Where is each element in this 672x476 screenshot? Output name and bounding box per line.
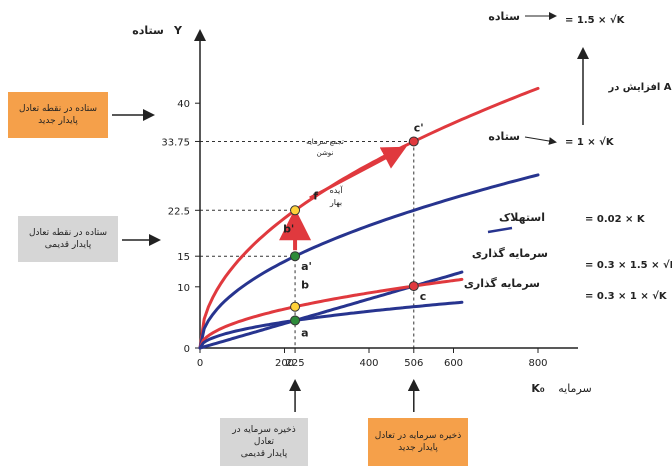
series-name-label: سرمایه گذاری bbox=[464, 277, 540, 290]
point-marker bbox=[290, 315, 301, 326]
series-curve-1 bbox=[198, 173, 540, 350]
series-formula-label: = 1.5 × √K bbox=[565, 14, 626, 26]
y-tick-label: 22.5 bbox=[168, 206, 190, 217]
series-name-label: استهلاک bbox=[499, 211, 545, 224]
series-formula-label: = 0.02 × K bbox=[585, 214, 646, 225]
series-curve-0 bbox=[198, 86, 540, 350]
point-label: a bbox=[301, 326, 308, 339]
point-marker bbox=[290, 251, 301, 262]
point-label: c bbox=[420, 290, 427, 303]
y-axis-symbol: Y bbox=[173, 24, 183, 37]
y-tick-label: 0 bbox=[184, 344, 190, 355]
formula-arrow bbox=[524, 136, 557, 145]
point-label: b bbox=[301, 279, 309, 292]
x-tick-label: 506 bbox=[404, 358, 423, 369]
increase-a-label: افزایش در A bbox=[607, 82, 671, 93]
point-label: a' bbox=[301, 260, 312, 273]
x-tick-label: 0 bbox=[197, 358, 203, 369]
point-marker bbox=[290, 205, 301, 216]
point-label: c' bbox=[414, 121, 424, 134]
depreciation-tick bbox=[487, 226, 513, 234]
y-axis-label: ستاده bbox=[132, 24, 164, 37]
f-label: f bbox=[313, 189, 318, 202]
series-formula-label: = 1 × √K bbox=[565, 136, 615, 148]
old-capital-box-text: ذخیره سرمایه در تعادل پایدار قدیمی bbox=[232, 425, 296, 459]
x-tick-label: 225 bbox=[286, 358, 305, 369]
series-name-label: ستاده bbox=[488, 10, 520, 23]
series-name-label: ستاده bbox=[488, 130, 520, 143]
new-output-box: ستاده در نقطه تعادل پایدار جدید bbox=[8, 92, 108, 138]
old-capital-box: ذخیره سرمایه در تعادل پایدار قدیمی bbox=[220, 418, 308, 466]
accumulation-arrow bbox=[309, 146, 407, 200]
immediate-note: بهار bbox=[329, 198, 342, 207]
accumulation-note: تجمع سرمایه bbox=[306, 138, 344, 146]
new-capital-box-text: ذخیره سرمایه در تعادل پایدار جدید bbox=[374, 431, 462, 453]
series-formula-label: = 0.3 × 1.5 × √K bbox=[585, 259, 672, 271]
x-tick-label: 600 bbox=[444, 358, 463, 369]
new-output-box-text: ستاده در نقطه تعادل پایدار جدید bbox=[18, 104, 98, 126]
point-label: b' bbox=[283, 222, 294, 235]
point-marker bbox=[290, 301, 301, 312]
x-tick-label: 800 bbox=[528, 358, 547, 369]
accumulation-note: نوشن bbox=[317, 149, 334, 157]
immediate-note: آیده bbox=[330, 185, 344, 195]
y-tick-label: 15 bbox=[177, 252, 190, 263]
y-tick-label: 40 bbox=[177, 99, 190, 110]
new-capital-box: ذخیره سرمایه در تعادل پایدار جدید bbox=[368, 418, 468, 466]
series-formula-label: = 0.3 × 1 × √K bbox=[585, 290, 668, 302]
old-output-box-text: ستاده در نقطه تعادل پایدار قدیمی bbox=[28, 228, 108, 250]
series-name-label: سرمایه گذاری bbox=[472, 247, 548, 260]
x-tick-label: 200 bbox=[275, 358, 294, 369]
y-tick-label: 10 bbox=[177, 283, 190, 294]
point-marker bbox=[408, 281, 419, 292]
x-axis-symbol: K₀ bbox=[531, 382, 545, 395]
point-marker bbox=[408, 136, 419, 147]
x-tick-label: 400 bbox=[359, 358, 378, 369]
old-output-box: ستاده در نقطه تعادل پایدار قدیمی bbox=[18, 216, 118, 262]
series-curve-4 bbox=[198, 300, 464, 350]
y-tick-label: 33.75 bbox=[161, 137, 190, 148]
x-axis-label: سرمایه bbox=[558, 382, 592, 395]
